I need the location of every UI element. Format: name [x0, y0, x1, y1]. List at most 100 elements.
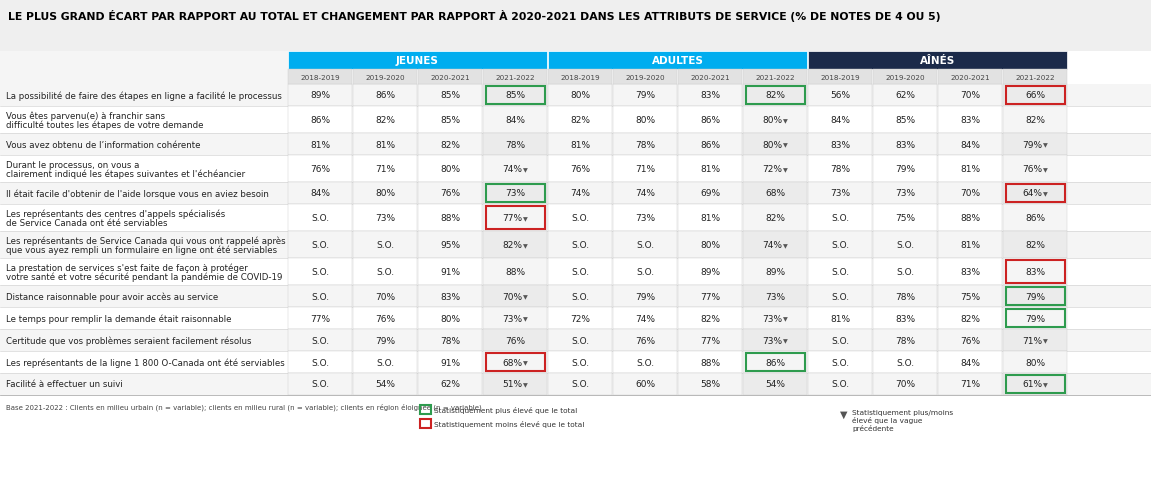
Text: 60%: 60%	[635, 380, 656, 389]
Bar	[288, 351, 352, 373]
Text: 2020-2021: 2020-2021	[951, 74, 990, 80]
Text: 79%: 79%	[1026, 292, 1045, 301]
Bar	[808, 52, 1067, 70]
Bar	[1006, 185, 1065, 202]
Bar	[938, 259, 1003, 286]
Text: 85%: 85%	[441, 91, 460, 100]
Text: ▼: ▼	[783, 339, 787, 344]
Text: 81%: 81%	[960, 240, 981, 249]
Bar	[744, 259, 808, 286]
Bar	[418, 286, 482, 308]
Bar	[420, 405, 430, 414]
Bar	[353, 351, 418, 373]
Bar	[613, 259, 678, 286]
Text: S.O.: S.O.	[571, 380, 589, 389]
Text: 86%: 86%	[375, 91, 396, 100]
Text: 80%: 80%	[375, 189, 396, 198]
Text: ▼: ▼	[523, 243, 527, 248]
Text: ▼: ▼	[783, 143, 787, 148]
Text: 76%: 76%	[505, 336, 526, 345]
Text: S.O.: S.O.	[312, 213, 329, 222]
Bar	[613, 329, 678, 351]
Bar	[418, 329, 482, 351]
Bar	[0, 183, 1151, 204]
Bar	[0, 0, 1151, 52]
Bar	[1003, 308, 1067, 329]
Bar	[1006, 288, 1065, 306]
Bar	[744, 156, 808, 183]
Bar	[808, 231, 872, 259]
Text: ▼: ▼	[1043, 143, 1047, 148]
Text: S.O.: S.O.	[831, 240, 849, 249]
Bar	[872, 107, 938, 134]
Text: S.O.: S.O.	[376, 268, 395, 277]
Bar	[938, 107, 1003, 134]
Text: Statistiquement moins élevé que le total: Statistiquement moins élevé que le total	[434, 420, 585, 427]
Text: 79%: 79%	[635, 292, 656, 301]
Text: 83%: 83%	[895, 314, 915, 323]
Text: S.O.: S.O.	[312, 380, 329, 389]
Bar	[808, 183, 872, 204]
Text: 56%: 56%	[830, 91, 851, 100]
Text: ▼: ▼	[523, 361, 527, 366]
Text: 78%: 78%	[830, 165, 851, 174]
Text: 72%: 72%	[571, 314, 590, 323]
Bar	[353, 259, 418, 286]
Bar	[1003, 231, 1067, 259]
Bar	[548, 52, 807, 70]
Bar	[353, 183, 418, 204]
Bar	[1006, 375, 1065, 393]
Bar	[1003, 183, 1067, 204]
Text: 79%: 79%	[1022, 140, 1043, 149]
Text: ▼: ▼	[783, 317, 787, 322]
Bar	[0, 373, 1151, 395]
Bar	[613, 308, 678, 329]
Text: 62%: 62%	[895, 91, 915, 100]
Text: S.O.: S.O.	[831, 292, 849, 301]
Bar	[483, 183, 548, 204]
Bar	[0, 286, 1151, 308]
Bar	[288, 329, 352, 351]
Bar	[678, 85, 742, 107]
Bar	[0, 231, 1151, 259]
Text: Statistiquement plus/moins
élevé que la vague
précédente: Statistiquement plus/moins élevé que la …	[852, 409, 953, 431]
Text: 80%: 80%	[701, 240, 721, 249]
Bar	[1003, 204, 1067, 231]
Text: S.O.: S.O.	[312, 240, 329, 249]
Text: 82%: 82%	[1026, 240, 1045, 249]
Bar	[808, 156, 872, 183]
Bar	[288, 286, 352, 308]
Bar	[678, 134, 742, 156]
Text: 76%: 76%	[571, 165, 590, 174]
Text: ▼: ▼	[783, 119, 787, 124]
Bar	[1003, 329, 1067, 351]
Bar	[0, 107, 1151, 134]
Text: ▼: ▼	[523, 383, 527, 388]
Bar	[288, 134, 352, 156]
Text: 69%: 69%	[701, 189, 721, 198]
Text: 76%: 76%	[1022, 165, 1043, 174]
Bar	[353, 85, 418, 107]
Text: AÎNÉS: AÎNÉS	[920, 56, 955, 66]
Text: 2018-2019: 2018-2019	[561, 74, 601, 80]
Text: S.O.: S.O.	[831, 380, 849, 389]
Bar	[288, 373, 352, 395]
Bar	[678, 329, 742, 351]
Text: 73%: 73%	[762, 336, 783, 345]
Text: votre santé et votre sécurité pendant la pandémie de COVID-19: votre santé et votre sécurité pendant la…	[6, 272, 282, 282]
Bar	[418, 134, 482, 156]
Text: 80%: 80%	[762, 140, 783, 149]
Text: 82%: 82%	[571, 116, 590, 125]
Bar	[938, 204, 1003, 231]
Bar	[678, 204, 742, 231]
Text: 2019-2020: 2019-2020	[885, 74, 925, 80]
Text: 70%: 70%	[503, 292, 523, 301]
Text: Certitude que vos problèmes seraient facilement résolus: Certitude que vos problèmes seraient fac…	[6, 336, 252, 345]
Text: S.O.: S.O.	[637, 268, 655, 277]
Bar	[548, 351, 612, 373]
Text: S.O.: S.O.	[637, 240, 655, 249]
Bar	[678, 286, 742, 308]
Text: 86%: 86%	[701, 140, 721, 149]
Text: ▼: ▼	[783, 243, 787, 248]
Text: ▼: ▼	[840, 409, 847, 419]
